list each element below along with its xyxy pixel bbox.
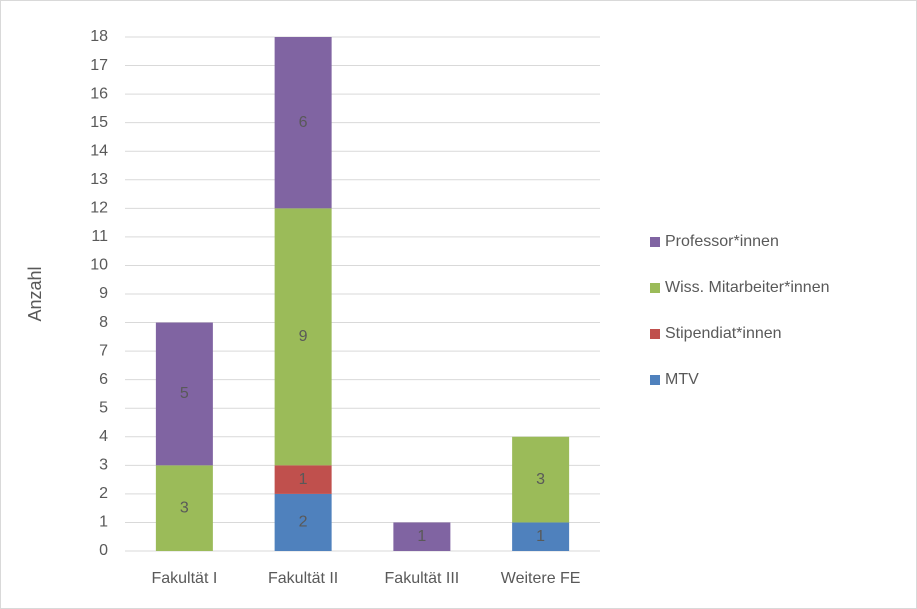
bar-segment [274,208,332,466]
bar-segment [512,522,570,551]
y-tick-label: 8 [99,314,108,331]
y-tick-label: 13 [90,171,108,188]
bar-segment [393,522,451,551]
y-tick-label: 6 [99,371,108,388]
bar-segment [155,465,213,551]
y-tick-label: 16 [90,85,108,102]
legend-swatch [650,237,660,247]
y-tick-label: 11 [91,228,108,245]
bar-segment [274,465,332,494]
legend-label: Wiss. Mitarbeiter*innen [665,279,830,296]
legend-label: MTV [665,371,699,388]
data-label: 6 [299,114,308,131]
y-tick-label: 18 [90,28,108,45]
bar-segment [155,322,213,466]
y-tick-label: 7 [99,342,108,359]
x-tick-label: Fakultät III [385,570,460,587]
legend-swatch [650,375,660,385]
x-tick-label: Fakultät II [268,570,338,587]
bar-segment [274,493,332,551]
y-tick-label: 15 [90,114,108,131]
data-label: 3 [180,499,189,516]
legend-label: Stipendiat*innen [665,325,782,342]
y-tick-label: 2 [99,485,108,502]
data-label: 9 [299,328,308,345]
data-label: 5 [180,385,189,402]
data-label: 2 [299,514,308,531]
y-tick-label: 4 [99,428,108,445]
legend-swatch [650,283,660,293]
y-tick-label: 1 [99,514,108,531]
y-tick-label: 17 [90,57,108,74]
data-label: 1 [536,528,545,545]
y-tick-label: 5 [99,399,108,416]
y-tick-label: 12 [90,200,108,217]
data-label: 3 [536,471,545,488]
data-label: 1 [417,528,426,545]
x-tick-label: Fakultät I [151,570,217,587]
y-tick-label: 9 [99,285,108,302]
y-tick-label: 10 [90,257,108,274]
bar-segment [512,436,570,523]
x-tick-label: Weitere FE [501,570,581,587]
legend-swatch [650,329,660,339]
y-tick-label: 3 [99,457,108,474]
y-tick-label: 14 [90,142,108,159]
data-label: 1 [299,471,308,488]
y-axis-label: Anzahl [25,266,45,321]
bar-segment [274,37,332,209]
legend-label: Professor*innen [665,233,779,250]
y-tick-label: 0 [99,542,108,559]
